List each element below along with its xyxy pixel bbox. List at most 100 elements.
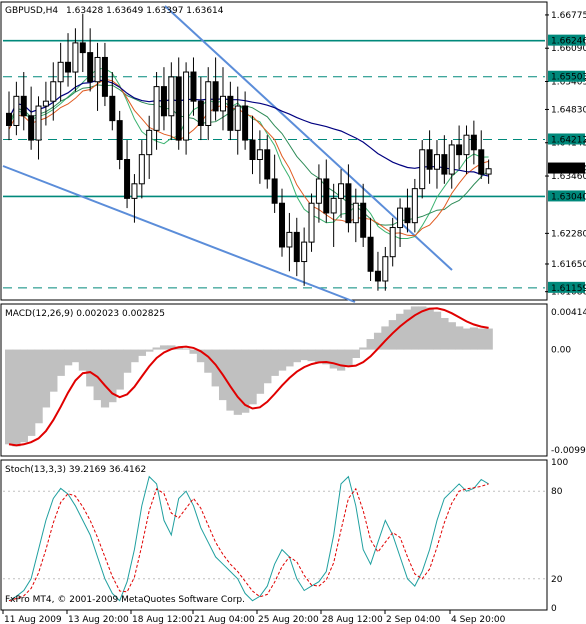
- candle-body: [57, 61, 64, 83]
- macd-tick-label: 0.00414: [551, 308, 586, 318]
- macd-bar: [19, 349, 28, 443]
- price-tick-label: 1.66775: [551, 11, 586, 21]
- macd-bar: [86, 349, 95, 387]
- price-panel[interactable]: [0, 1, 548, 301]
- candles: [6, 13, 492, 291]
- candle-body: [42, 100, 49, 107]
- price-tick-label: 1.62280: [551, 229, 586, 239]
- candle-body: [264, 149, 271, 180]
- candle-body: [28, 115, 35, 141]
- candle-body: [168, 76, 175, 117]
- candle-body: [72, 42, 79, 73]
- price-tick-label: 1.64830: [551, 105, 586, 115]
- trendline-upper: [164, 5, 453, 271]
- candle-body: [65, 61, 72, 73]
- candle-body: [131, 183, 138, 199]
- macd-bar: [196, 349, 206, 363]
- candle-body: [35, 105, 42, 141]
- stoch-tick-label: 0: [551, 604, 557, 614]
- candle-body: [160, 86, 167, 117]
- candle-body: [50, 81, 57, 102]
- candle-body: [382, 256, 389, 282]
- candle-body: [6, 112, 12, 126]
- stoch-panel[interactable]: [0, 459, 548, 611]
- macd-bar: [396, 313, 405, 350]
- macd-bar: [366, 339, 375, 350]
- macd-bar: [145, 349, 154, 352]
- candle-body: [212, 81, 219, 112]
- macd-bar: [351, 349, 361, 358]
- stoch-title: Stoch(13,3,3) 39.2169 36.4162: [5, 465, 146, 475]
- macd-panel[interactable]: [0, 303, 548, 457]
- trendlines: [2, 5, 453, 303]
- macd-bar: [49, 349, 58, 392]
- current-price-tag: [548, 162, 585, 174]
- level-price-tag: [548, 281, 585, 293]
- macd-bar: [93, 349, 102, 401]
- macd-bar: [447, 322, 456, 350]
- candle-body: [116, 120, 123, 161]
- candle-body: [419, 149, 426, 190]
- level-price-label: 1.64212: [551, 135, 586, 145]
- time-tick-label: 21 Aug 04:00: [194, 615, 255, 624]
- macd-bar: [337, 349, 346, 371]
- level-price-tag: [548, 70, 585, 82]
- macd-bar: [204, 349, 213, 373]
- level-price-label: 1.66246: [551, 37, 586, 47]
- level-price-tag: [548, 190, 585, 202]
- time-tick-label: 4 Sep 20:00: [451, 615, 506, 624]
- candle-body: [227, 95, 234, 131]
- time-tick-label: 28 Aug 12:00: [322, 615, 383, 624]
- macd-bar: [314, 349, 324, 363]
- candle-body: [197, 100, 204, 126]
- candle-body: [433, 154, 440, 170]
- candle-body: [360, 202, 367, 238]
- macd-bar: [418, 306, 427, 350]
- macd-bar: [307, 349, 316, 362]
- macd-bar: [130, 349, 139, 363]
- macd-bar: [285, 349, 294, 367]
- candle-body: [301, 241, 308, 263]
- candle-body: [315, 178, 322, 204]
- macd-bar: [211, 349, 220, 387]
- macd-bar: [167, 345, 176, 350]
- price-tick-label: 1.66090: [551, 44, 586, 54]
- candle-body: [411, 188, 418, 224]
- macd-bar: [255, 349, 265, 394]
- macd-bar: [322, 349, 331, 365]
- stoch-main-line: [8, 475, 489, 602]
- macd-indicator: 0.00414 0.00 -0.00992: [5, 306, 586, 456]
- candle-body: [153, 86, 160, 131]
- current-price-label: 1.63614: [551, 165, 586, 175]
- candle-body: [293, 231, 300, 263]
- level-price-label: 1.61159: [551, 284, 586, 294]
- candle-body: [323, 178, 330, 214]
- macd-bar: [27, 349, 36, 436]
- candle-body: [256, 149, 263, 161]
- macd-bar: [292, 349, 301, 363]
- macd-bar: [115, 349, 124, 390]
- macd-bar: [182, 348, 191, 350]
- level-price-tag: [548, 34, 585, 46]
- stoch-indicator: 100 80 20 0: [3, 458, 568, 614]
- candle-body: [205, 81, 212, 126]
- macd-bar: [278, 349, 287, 371]
- price-tick-label: 1.61650: [551, 260, 586, 270]
- candle-body: [308, 202, 315, 243]
- candle-body: [219, 95, 226, 112]
- macd-bar: [226, 349, 235, 411]
- candle-body: [13, 95, 20, 126]
- candle-body: [279, 202, 286, 248]
- candle-body: [367, 236, 374, 272]
- macd-title: MACD(12,26,9) 0.002023 0.002825: [5, 309, 165, 319]
- symbol-header: GBPUSD,H4 1.63428 1.63649 1.63397 1.6361…: [5, 6, 224, 16]
- stoch-signal-line: [8, 483, 489, 602]
- candle-body: [338, 183, 345, 199]
- candle-body: [286, 231, 293, 248]
- macd-bar: [108, 349, 117, 403]
- candle-body: [441, 154, 448, 175]
- candle-body: [352, 202, 359, 224]
- candle-body: [190, 71, 197, 102]
- macd-signal-line: [8, 307, 489, 447]
